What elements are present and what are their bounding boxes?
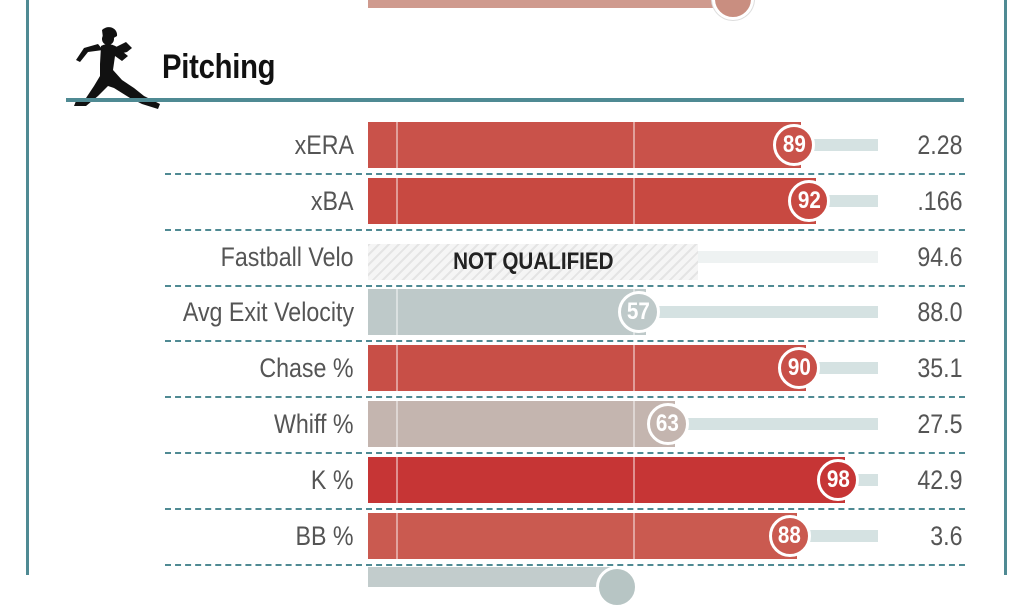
percentile-badge: 98 bbox=[817, 458, 860, 501]
stat-value: 27.5 bbox=[917, 409, 963, 439]
stat-label: Avg Exit Velocity bbox=[182, 297, 354, 328]
percentile-value: 92 bbox=[797, 186, 821, 214]
bar-gridline bbox=[396, 177, 398, 224]
percentile-bar bbox=[368, 401, 675, 447]
stat-value: 42.9 bbox=[917, 464, 963, 495]
not-qualified-bar: NOT QUALIFIED bbox=[368, 243, 698, 280]
percentile-value: 90 bbox=[787, 354, 811, 382]
percentile-value: 89 bbox=[782, 131, 806, 158]
row-divider bbox=[165, 228, 965, 231]
percentile-badge: 88 bbox=[768, 514, 811, 557]
percentile-bar bbox=[368, 456, 846, 503]
percentile-bar bbox=[368, 122, 802, 168]
bar-gridline bbox=[396, 456, 398, 503]
stat-row: Fastball Velo NOT QUALIFIED 94.6 bbox=[0, 234, 1024, 290]
stat-value: 94.6 bbox=[917, 241, 963, 272]
bar-gridline bbox=[396, 512, 398, 559]
percentile-value: 63 bbox=[656, 410, 680, 437]
stat-value: 88.0 bbox=[917, 297, 963, 328]
stat-label: Chase % bbox=[259, 353, 354, 384]
percentile-badge: 90 bbox=[778, 347, 821, 390]
stat-label: xBA bbox=[311, 185, 354, 216]
percentile-badge: 92 bbox=[788, 179, 831, 222]
not-qualified-text: NOT QUALIFIED bbox=[452, 247, 614, 275]
row-divider bbox=[165, 563, 965, 566]
percentile-badge: 57 bbox=[617, 291, 660, 334]
percentile-badge: 63 bbox=[646, 403, 689, 445]
bar-gridline bbox=[633, 345, 635, 392]
stat-row: BB % 88 3.6 bbox=[0, 512, 1024, 569]
percentile-value: 98 bbox=[826, 465, 850, 493]
stat-row: xERA 89 2.28 bbox=[0, 122, 1024, 178]
row-divider bbox=[165, 173, 965, 175]
percentile-bar bbox=[368, 177, 817, 224]
frame-right-border bbox=[1004, 0, 1007, 575]
percentile-badge: 89 bbox=[773, 124, 816, 166]
percentile-value: 57 bbox=[627, 298, 651, 326]
stat-row: K % 98 42.9 bbox=[0, 456, 1024, 513]
bar-gridline bbox=[396, 401, 398, 447]
bar-gridline bbox=[633, 122, 635, 168]
stat-row: Whiff % 63 27.5 bbox=[0, 401, 1024, 457]
percentile-value: 88 bbox=[778, 521, 802, 549]
row-divider bbox=[165, 284, 965, 287]
row-divider bbox=[165, 452, 965, 454]
frame-left-border bbox=[26, 0, 29, 575]
bar-gridline bbox=[633, 512, 635, 559]
bar-gridline bbox=[396, 345, 398, 392]
percentile-rows: xERA 89 2.28 xBA 92 .166 Fastball Velo NOT QUAL… bbox=[0, 122, 1024, 569]
bar-gridline bbox=[396, 289, 398, 336]
next-row-bar bbox=[368, 567, 618, 587]
stat-label: Fastball Velo bbox=[221, 241, 354, 272]
stat-row: Avg Exit Velocity 57 88.0 bbox=[0, 289, 1024, 345]
section-title: Pitching bbox=[162, 48, 276, 86]
row-divider bbox=[165, 507, 965, 510]
previous-section-bar bbox=[368, 0, 728, 8]
percentile-bar bbox=[368, 289, 646, 336]
stat-label: xERA bbox=[294, 130, 354, 160]
percentile-bar bbox=[368, 512, 797, 559]
stat-label: K % bbox=[311, 464, 354, 495]
percentile-bar bbox=[368, 345, 807, 392]
stat-value: 2.28 bbox=[917, 130, 963, 160]
section-rule bbox=[66, 98, 964, 102]
bar-gridline bbox=[396, 122, 398, 168]
stat-label: Whiff % bbox=[274, 409, 354, 439]
stat-value: 35.1 bbox=[917, 353, 963, 384]
row-divider bbox=[165, 340, 965, 343]
stat-row: xBA 92 .166 bbox=[0, 177, 1024, 234]
next-row-badge bbox=[596, 566, 638, 608]
bar-gridline bbox=[633, 401, 635, 447]
stat-value: .166 bbox=[917, 185, 963, 216]
stat-value: 3.6 bbox=[930, 520, 963, 551]
section-header: Pitching bbox=[66, 24, 964, 109]
stat-row: Chase % 90 35.1 bbox=[0, 345, 1024, 401]
not-qualified-label: NOT QUALIFIED bbox=[368, 244, 698, 280]
bar-gridline bbox=[633, 456, 635, 503]
pitcher-icon bbox=[74, 27, 160, 109]
row-divider bbox=[165, 396, 965, 399]
bar-gridline bbox=[633, 177, 635, 224]
stat-label: BB % bbox=[295, 520, 354, 551]
